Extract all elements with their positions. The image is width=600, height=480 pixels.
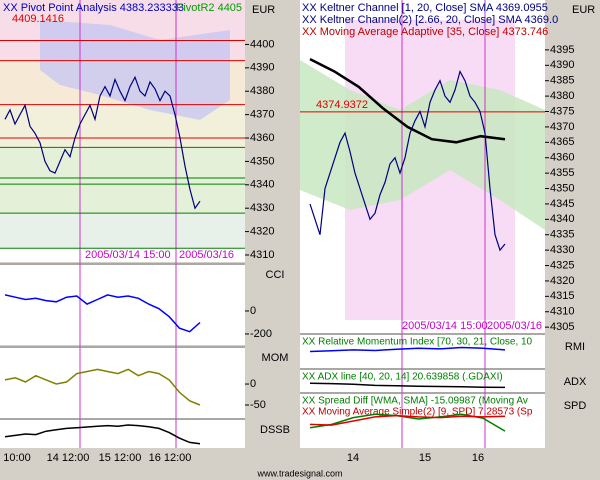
y-tick-label: 4380 <box>550 90 574 102</box>
indicator-title: XX Keltner Channel [1, 20, Close] SMA 43… <box>302 2 548 14</box>
y-tick-label: 4390 <box>250 62 274 74</box>
indicator-line <box>309 414 506 426</box>
y-tick-label: 4360 <box>250 132 274 144</box>
zone <box>0 213 245 248</box>
y-tick-label: 4375 <box>550 105 574 117</box>
price-label: 4374.9372 <box>316 99 368 111</box>
y-tick-label: 4370 <box>550 121 574 133</box>
indicator-title: XX Spread Diff [WMA, SMA] -15.09987 (Mov… <box>302 396 528 407</box>
y-tick-label: 4335 <box>550 229 574 241</box>
indicator-line <box>309 346 506 353</box>
date-label: 2005/03/16 <box>487 320 542 332</box>
mom-pane <box>0 348 245 418</box>
y-tick-label: 4310 <box>250 249 274 261</box>
indicator-line <box>309 382 506 389</box>
y-tick-label: 4320 <box>250 225 274 237</box>
date-label: 2005/03/14 15:00 <box>402 320 488 332</box>
price-line <box>4 75 201 210</box>
zone <box>0 147 245 213</box>
y-tick-label: 4385 <box>550 75 574 87</box>
footer: www.tradesignal.com <box>256 468 342 478</box>
price-line <box>309 69 506 252</box>
y-tick-label: 4325 <box>550 259 574 271</box>
y-tick-label: 4365 <box>550 136 574 148</box>
pane-label: RMI <box>565 341 585 353</box>
indicator-line <box>4 368 201 406</box>
y-tick-label: 4400 <box>250 38 274 50</box>
pane-label: SPD <box>564 400 587 412</box>
pane-label: DSSB <box>260 424 290 436</box>
y-tick-label: 4355 <box>550 167 574 179</box>
y-tick-label: 4390 <box>550 59 574 71</box>
y-tick-label: 4350 <box>250 155 274 167</box>
y-tick-label: 4315 <box>550 290 574 302</box>
x-tick-label: 14 12:00 <box>47 452 90 464</box>
y-tick-label: -200 <box>250 328 272 340</box>
pane-label: ADX <box>564 376 587 388</box>
currency: EUR <box>252 4 275 16</box>
y-tick-label: -50 <box>250 399 266 411</box>
indicator-title: XX Relative Momentum Index [70, 30, 21, … <box>302 337 533 348</box>
cloud <box>40 20 230 120</box>
indicator-line <box>4 424 201 445</box>
x-tick-label: 14 <box>347 452 359 464</box>
y-tick-label: 0 <box>250 305 256 317</box>
x-tick-label: 15 <box>419 452 431 464</box>
dssb-pane <box>0 420 245 448</box>
moving-average <box>309 57 506 144</box>
y-tick-label: 4330 <box>550 244 574 256</box>
indicator-title: XX Pivot Point Analysis 4383.233333 <box>3 2 184 14</box>
y-tick-label: 4345 <box>550 198 574 210</box>
indicator-title: XX Moving Average Simple(2) [9, SPD] 7.2… <box>302 407 533 418</box>
keltner-band <box>300 60 545 230</box>
cci-pane <box>0 265 245 345</box>
pane-label: MOM <box>262 352 289 364</box>
y-tick-label: 0 <box>250 378 256 390</box>
indicator-line <box>4 294 201 333</box>
price-label: 4409.1416 <box>12 13 64 25</box>
y-tick-label: 4360 <box>550 152 574 164</box>
pane-label: CCI <box>266 269 285 281</box>
y-tick-label: 4320 <box>550 275 574 287</box>
indicator-title: XX Moving Average Adaptive [35, Close] 4… <box>302 26 548 38</box>
indicator-title: XX ADX line [40, 20, 14] 20.639858 (.GDA… <box>302 372 503 383</box>
x-tick-label: 15 12:00 <box>99 452 142 464</box>
date-label: 2005/03/16 <box>179 249 234 261</box>
pivot-label: PivotR2 4405 <box>176 2 242 14</box>
y-tick-label: 4350 <box>550 182 574 194</box>
date-label: 2005/03/14 15:00 <box>85 249 171 261</box>
y-tick-label: 4330 <box>250 202 274 214</box>
x-tick-label: 16 <box>472 452 484 464</box>
y-tick-label: 4340 <box>550 213 574 225</box>
x-tick-label: 16 12:00 <box>149 452 192 464</box>
y-tick-label: 4395 <box>550 44 574 56</box>
x-tick-label: 10:00 <box>3 452 31 464</box>
y-tick-label: 4380 <box>250 85 274 97</box>
rmi-pane <box>300 335 545 368</box>
indicator-title: XX Keltner Channel(2) [2.66, 20, Close] … <box>302 14 558 26</box>
y-tick-label: 4340 <box>250 179 274 191</box>
y-tick-label: 4310 <box>550 306 574 318</box>
currency: EUR <box>572 4 595 16</box>
y-tick-label: 4305 <box>550 321 574 333</box>
y-tick-label: 4370 <box>250 109 274 121</box>
